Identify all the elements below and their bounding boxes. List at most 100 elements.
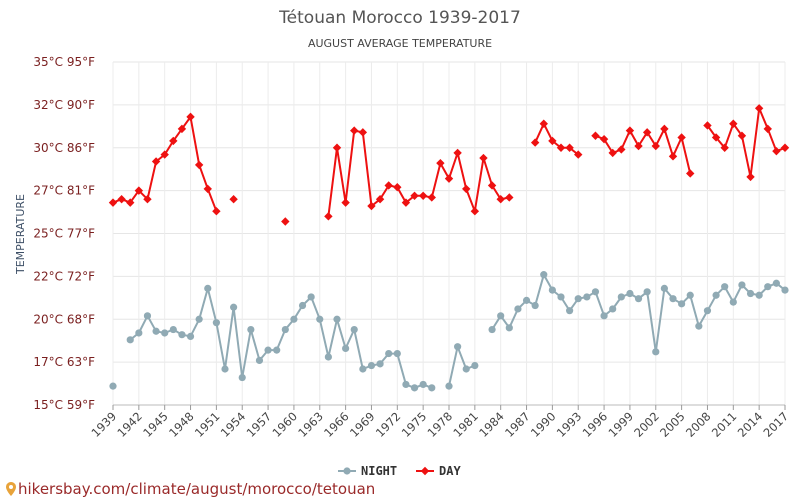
data-point-day (651, 141, 660, 151)
data-point-night (281, 325, 289, 334)
data-point-day (530, 138, 540, 147)
chart-title: Tétouan Morocco 1939-2017 (278, 8, 521, 28)
x-tick-label: 2014 (735, 409, 766, 440)
data-point-day (754, 104, 764, 113)
data-point-night (238, 373, 246, 382)
data-point-day (470, 207, 480, 216)
series-line-day (327, 129, 510, 217)
x-axis-ticks: 1939194219451948195119541957196019631966… (89, 405, 792, 440)
data-point-night (393, 349, 401, 358)
data-point-day (677, 133, 686, 142)
y-tick-label: 30°C 86°F (33, 141, 95, 155)
data-point-night (678, 300, 686, 308)
data-point-day (668, 152, 678, 161)
data-point-night (462, 365, 470, 373)
data-point-day (565, 143, 574, 152)
footer-attribution[interactable]: hikersbay.com/climate/august/morocco/tet… (6, 480, 375, 498)
data-point-night (514, 305, 522, 313)
data-point-night (445, 382, 453, 390)
chart-subtitle: AUGUST AVERAGE TEMPERATURE (308, 37, 492, 50)
data-point-night (738, 281, 746, 289)
data-point-night (109, 382, 117, 390)
data-point-day (539, 119, 548, 128)
location-pin-icon (6, 482, 16, 496)
data-point-night (540, 271, 548, 279)
y-tick-label: 32°C 90°F (33, 98, 95, 112)
data-point-night (298, 301, 307, 310)
data-point-day (393, 182, 402, 192)
data-point-day (401, 198, 411, 207)
data-point-day (711, 133, 721, 142)
x-tick-label: 2008 (683, 409, 714, 440)
data-point-day (186, 112, 195, 122)
data-point-day (436, 158, 445, 168)
y-tick-label: 35°C 95°F (33, 55, 95, 69)
x-tick-label: 1996 (580, 409, 611, 440)
legend-label: DAY (439, 464, 461, 478)
data-point-night (583, 293, 591, 301)
legend-label: NIGHT (361, 464, 397, 478)
y-axis-ticks: 15°C 59°F 17°C 63°F 20°C 68°F 22°C 72°F 25°C… (33, 55, 95, 412)
data-point-day (126, 198, 135, 207)
data-point-night (230, 303, 238, 311)
data-point-night (548, 286, 556, 294)
data-point-day (625, 126, 635, 135)
y-tick-label: 20°C 68°F (33, 312, 95, 326)
legend: NIGHT DAY (338, 464, 461, 478)
data-point-night (186, 332, 195, 340)
x-tick-label: 1954 (218, 409, 249, 440)
data-point-day (384, 181, 393, 190)
x-tick-label: 1960 (269, 409, 300, 440)
x-tick-label: 1945 (140, 409, 171, 440)
series-day (108, 104, 790, 226)
data-point-night (135, 329, 143, 337)
x-tick-label: 2002 (631, 409, 662, 440)
data-point-day (341, 198, 350, 207)
data-point-night (333, 315, 341, 323)
data-point-day (375, 195, 385, 204)
data-point-night (781, 286, 789, 294)
legend-item-day: DAY (416, 464, 461, 478)
data-point-night (376, 360, 384, 368)
data-point-day (737, 131, 747, 140)
data-point-day (332, 143, 342, 152)
x-tick-label: 1969 (347, 409, 378, 440)
data-point-day (780, 143, 790, 152)
y-tick-label: 15°C 59°F (33, 398, 95, 412)
data-point-day (203, 184, 212, 194)
data-point-night (660, 284, 668, 292)
data-point-day (660, 124, 669, 134)
data-point-night (221, 365, 229, 373)
data-point-day (177, 124, 187, 134)
data-point-day (410, 191, 419, 200)
data-point-night (669, 295, 677, 303)
data-point-day (350, 126, 359, 135)
x-tick-label: 2011 (709, 409, 740, 440)
data-point-day (194, 160, 204, 170)
data-point-night (755, 291, 763, 299)
data-point-day (686, 169, 695, 178)
x-tick-label: 2017 (761, 409, 792, 440)
footer-url[interactable]: hikersbay.com/climate/august/morocco/tet… (18, 480, 376, 498)
data-point-night (247, 325, 255, 334)
y-tick-label: 25°C 77°F (33, 227, 95, 241)
series-night (109, 271, 789, 392)
data-point-day (556, 143, 566, 152)
data-point-day (281, 217, 290, 226)
data-point-night (316, 315, 324, 323)
data-point-night (255, 356, 264, 365)
data-point-day (143, 195, 152, 204)
x-tick-label: 1981 (450, 409, 481, 440)
data-point-day (108, 198, 118, 207)
data-point-night (454, 343, 462, 351)
data-point-night (591, 288, 600, 296)
data-point-night (169, 325, 177, 334)
data-point-night (195, 315, 203, 323)
x-tick-label: 1975 (399, 409, 430, 440)
data-point-night (531, 301, 539, 310)
data-point-night (712, 291, 720, 299)
x-tick-label: 1999 (605, 409, 636, 440)
data-point-day (703, 121, 712, 130)
